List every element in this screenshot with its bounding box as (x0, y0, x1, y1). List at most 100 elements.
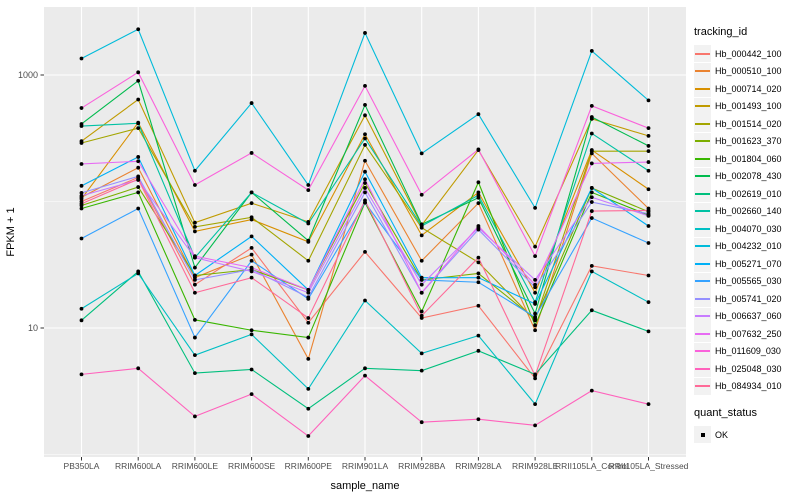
data-point (533, 206, 537, 210)
data-point (363, 143, 367, 147)
data-point (646, 241, 651, 245)
legend-label: Hb_002660_140 (715, 206, 782, 217)
legend-line-icon (695, 367, 710, 370)
legend-key-swatch (694, 45, 711, 63)
data-point (646, 149, 651, 154)
legend-label: Hb_025048_030 (715, 363, 782, 374)
data-point (476, 348, 481, 353)
data-point (589, 200, 594, 204)
legend-label: Hb_004070_030 (715, 223, 782, 234)
data-point (419, 420, 424, 425)
data-point (363, 132, 367, 137)
data-point (363, 373, 367, 378)
data-point (249, 234, 254, 239)
data-point (79, 141, 84, 145)
x-axis-title: sample_name (330, 480, 399, 492)
data-point (646, 144, 651, 148)
data-point (136, 78, 141, 83)
data-point (193, 183, 197, 187)
data-point (193, 273, 197, 278)
legend-key-ok (694, 426, 711, 444)
data-point (249, 367, 254, 372)
data-point (306, 238, 311, 243)
data-point (193, 353, 197, 358)
data-point (363, 181, 367, 185)
legend-line-icon (695, 210, 710, 213)
legend-key-swatch (694, 255, 711, 273)
legend-item-Hb_001804_060: Hb_001804_060 (694, 150, 798, 168)
legend-line-icon (695, 157, 710, 160)
data-point (533, 423, 537, 428)
x-tick-label: RRIM928LE (512, 461, 559, 471)
data-point (533, 311, 537, 316)
data-point (363, 31, 367, 35)
data-point (589, 149, 594, 154)
legend-item-Hb_000442_100: Hb_000442_100 (694, 45, 798, 63)
data-point (79, 318, 84, 323)
data-point (79, 236, 84, 241)
data-point (79, 196, 84, 201)
legend-item-ok: OK (694, 426, 798, 444)
data-point (363, 249, 367, 254)
data-point (136, 271, 141, 276)
legend-item-Hb_084934_010: Hb_084934_010 (694, 377, 798, 396)
data-point (533, 282, 537, 287)
data-point (646, 187, 651, 192)
data-point (193, 414, 197, 419)
legend-item-Hb_005271_070: Hb_005271_070 (694, 255, 798, 273)
legend-line-icon (695, 70, 710, 73)
legend-block-quant-status: quant_status OK (694, 407, 798, 444)
data-point (646, 160, 651, 164)
data-point (249, 151, 254, 155)
data-point (646, 126, 651, 131)
legend-line-icon (695, 227, 710, 230)
legend-key-swatch (694, 272, 711, 290)
data-point (79, 56, 84, 61)
legend-line-icon (695, 280, 710, 283)
data-point (589, 269, 594, 274)
data-point (249, 252, 254, 257)
data-point (589, 186, 594, 190)
legend-label: Hb_011609_030 (715, 346, 781, 357)
data-point (589, 161, 594, 166)
data-point (363, 158, 367, 163)
legend-label: Hb_005741_020 (715, 293, 782, 304)
data-point (193, 317, 197, 322)
legend-key-swatch (694, 132, 711, 150)
data-point (419, 192, 424, 197)
data-point (419, 224, 424, 228)
data-point (136, 155, 141, 159)
data-point (533, 328, 537, 333)
legend-key-swatch (694, 62, 711, 80)
data-point (419, 258, 424, 263)
data-point (476, 260, 481, 265)
data-point (363, 84, 367, 88)
legend-key-swatch (694, 377, 711, 395)
data-point (419, 278, 424, 282)
legend-item-Hb_011609_030: Hb_011609_030 (694, 342, 798, 361)
data-point (249, 258, 254, 263)
data-point (363, 190, 367, 195)
data-point (306, 188, 311, 193)
legend-label: Hb_084934_010 (715, 381, 782, 392)
x-tick-label: RRII105LA_Control (555, 461, 629, 471)
legend-label: Hb_001493_100 (715, 101, 782, 112)
legend-key-swatch (694, 220, 711, 238)
y-axis-title: FPKM + 1 (5, 207, 17, 256)
data-point (589, 115, 594, 119)
data-point (646, 168, 651, 173)
data-point (419, 351, 424, 356)
legend-item-Hb_002078_430: Hb_002078_430 (694, 167, 798, 186)
data-point (533, 290, 537, 295)
data-point (136, 206, 141, 211)
x-tick-label: RRII105LA_Stressed (609, 461, 689, 471)
data-point (249, 201, 254, 206)
legend-item-Hb_006637_060: Hb_006637_060 (694, 307, 798, 326)
legend-item-Hb_001514_020: Hb_001514_020 (694, 115, 798, 133)
legend-line-icon (695, 52, 710, 55)
data-point (476, 201, 481, 206)
legend-key-swatch (694, 97, 711, 115)
legend-line-icon (695, 245, 710, 248)
legend-line-icon (695, 350, 710, 353)
